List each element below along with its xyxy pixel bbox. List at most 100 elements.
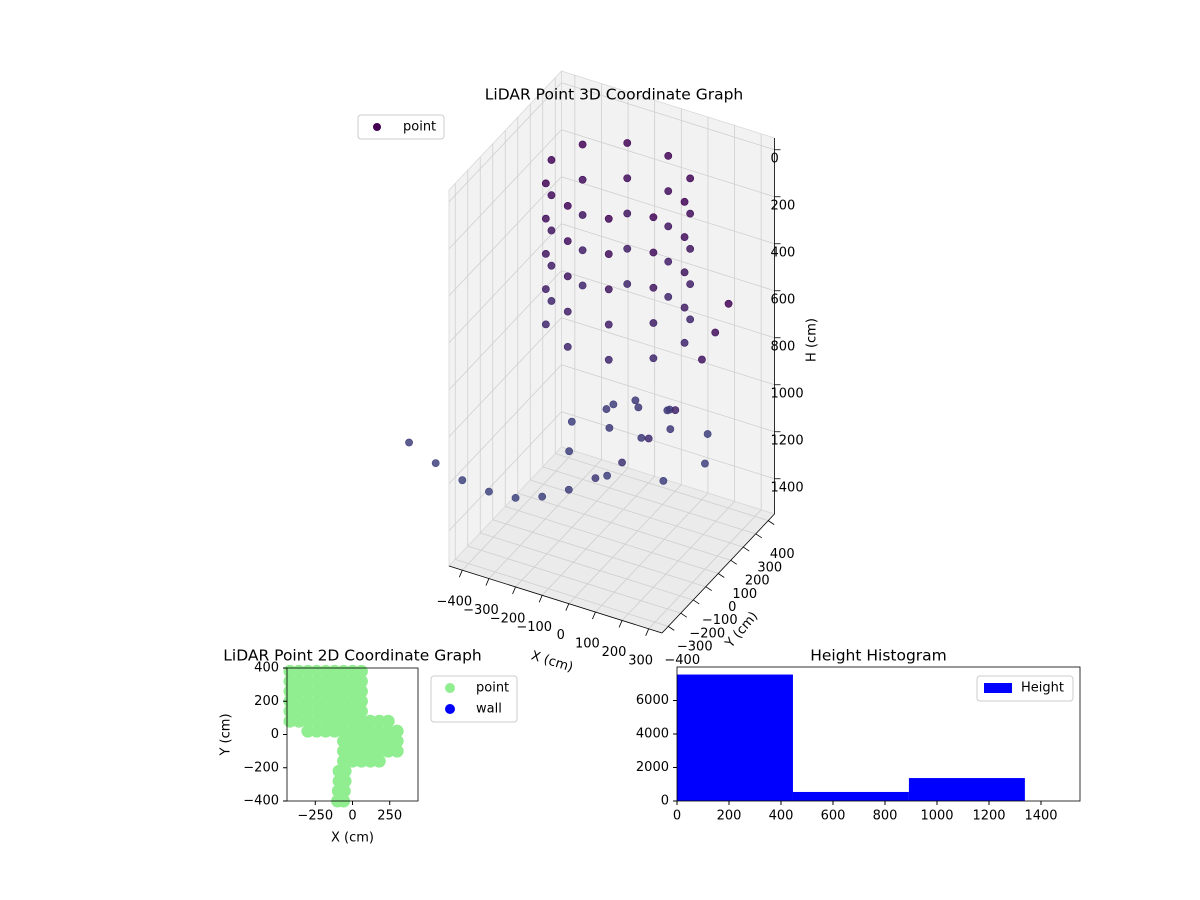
point <box>337 684 351 698</box>
point <box>346 724 359 738</box>
point <box>649 283 658 292</box>
legend-marker <box>984 683 1012 693</box>
y-tick-label: −400 <box>243 794 279 809</box>
point <box>338 764 352 778</box>
z-tick-label: 200 <box>771 198 796 213</box>
point <box>431 459 440 468</box>
point <box>292 704 306 718</box>
point <box>664 187 673 196</box>
point <box>664 292 673 301</box>
y-tick-label: 200 <box>254 694 279 709</box>
grid-line <box>448 364 562 485</box>
y-tick <box>705 586 712 592</box>
point <box>363 744 377 758</box>
point <box>346 704 359 718</box>
y-axis <box>661 513 775 634</box>
point <box>547 226 556 235</box>
y-tick-label: −300 <box>677 640 713 655</box>
back-pane <box>561 70 775 515</box>
point <box>319 684 333 698</box>
point <box>541 214 550 223</box>
point <box>310 714 324 728</box>
point <box>567 417 576 426</box>
point <box>292 684 306 698</box>
point <box>372 744 386 758</box>
point <box>686 280 695 289</box>
point <box>337 724 351 738</box>
point <box>485 487 493 496</box>
grid-line <box>561 270 775 339</box>
y-tick <box>730 559 737 565</box>
chart-title: Height Histogram <box>810 647 947 665</box>
y-tick-label: −200 <box>243 760 279 775</box>
point <box>686 209 695 218</box>
point <box>354 714 368 728</box>
point <box>649 213 658 222</box>
grid-line <box>561 176 775 245</box>
point <box>301 694 315 708</box>
y-tick-label: 2000 <box>636 760 669 775</box>
point <box>631 396 640 405</box>
grid-line <box>448 317 562 438</box>
point <box>363 714 377 728</box>
point <box>686 244 695 253</box>
point <box>680 233 689 241</box>
point <box>328 704 342 718</box>
y-tick-label: 0 <box>661 794 669 809</box>
grid-line <box>517 492 731 561</box>
x-tick-label: −400 <box>436 595 472 610</box>
point <box>381 714 395 728</box>
legend-label: point <box>403 120 436 135</box>
grid-line <box>448 411 562 532</box>
x-tick-label: 1200 <box>972 809 1005 824</box>
point <box>354 744 368 758</box>
point <box>609 400 618 409</box>
x-tick-label: −300 <box>463 603 499 618</box>
point <box>354 684 368 698</box>
point <box>663 406 672 415</box>
y-tick <box>743 546 750 552</box>
legend-box <box>357 114 445 140</box>
grid-line <box>455 559 669 627</box>
point <box>354 724 368 738</box>
point <box>319 694 333 708</box>
point <box>664 257 673 266</box>
point <box>458 476 467 485</box>
y-tick <box>755 533 762 539</box>
point <box>328 724 342 738</box>
point <box>664 222 673 231</box>
point <box>578 246 587 255</box>
point <box>337 744 351 758</box>
grid-line <box>555 453 769 521</box>
point <box>623 280 632 288</box>
point <box>680 303 689 312</box>
grid-line <box>542 466 756 535</box>
z-tick-label: 1400 <box>771 480 804 495</box>
z-tick-label: 1000 <box>771 386 804 401</box>
point <box>623 139 632 147</box>
grid-line <box>448 176 562 297</box>
grid-line <box>448 223 562 344</box>
point <box>372 724 386 738</box>
x-tick-label: 600 <box>821 809 846 824</box>
x-tick-label: 800 <box>873 809 898 824</box>
point <box>541 179 550 188</box>
grid-line <box>480 532 694 601</box>
point <box>703 430 712 438</box>
point <box>292 694 306 708</box>
grid-line <box>561 82 775 151</box>
bar <box>792 791 909 801</box>
x-tick <box>618 620 623 628</box>
point <box>623 174 632 183</box>
x-tick-label: 200 <box>717 809 742 824</box>
point <box>337 714 351 728</box>
point <box>547 156 556 164</box>
point <box>547 297 556 305</box>
z-axis-label: H (cm) <box>805 318 820 362</box>
point <box>563 307 572 316</box>
bar <box>908 778 1025 801</box>
point <box>538 492 547 501</box>
point <box>337 704 351 718</box>
point <box>541 285 550 294</box>
point <box>319 704 333 718</box>
